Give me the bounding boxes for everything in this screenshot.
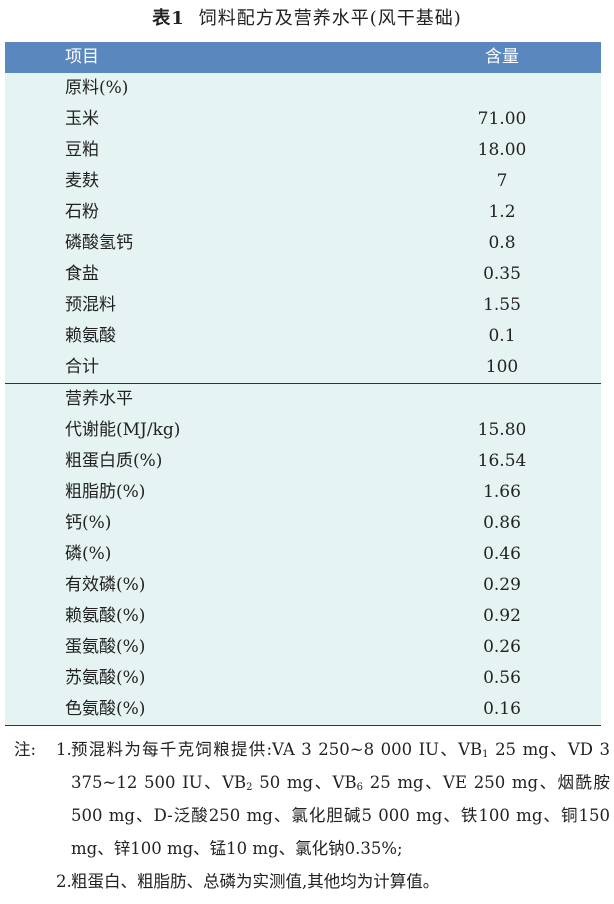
item-cell: 磷酸氢钙 <box>65 233 133 253</box>
section-title: 营养水平 <box>65 389 133 409</box>
item-cell: 代谢能(MJ/kg) <box>65 420 181 440</box>
notes-label: 注: <box>14 740 37 759</box>
value-cell: 0.26 <box>483 637 521 657</box>
title-text: 饲料配方及营养水平(风干基础) <box>198 8 462 29</box>
item-cell: 蛋氨酸(%) <box>65 637 146 657</box>
value-cell: 0.46 <box>483 544 521 564</box>
table-row: 豆粕 18.00 <box>5 135 601 166</box>
table-title: 表1 饲料配方及营养水平(风干基础) <box>0 4 614 30</box>
value-cell: 1.55 <box>483 295 521 315</box>
header-cell: 含量 <box>485 47 519 67</box>
note-subscript: 1 <box>482 749 489 760</box>
section-row: 原料(%) <box>5 73 601 104</box>
table-row: 粗蛋白质(%) 16.54 <box>5 446 601 477</box>
table-row: 粗脂肪(%) 1.66 <box>5 477 601 508</box>
item-cell: 豆粕 <box>65 140 99 160</box>
note: 2. 粗蛋白、粗脂肪、总磷为实测值,其他均为计算值。 <box>14 865 610 898</box>
note-text: 25 mg、VE 250 mg、烟酰胺500 mg、D-泛酸250 mg、氯化胆… <box>71 773 610 858</box>
value-cell: 1.66 <box>483 482 521 502</box>
note-subscript: 2 <box>246 782 253 793</box>
table-row: 苏氨酸(%) 0.56 <box>5 663 601 694</box>
value-cell: 0.56 <box>483 668 521 688</box>
value-cell: 7 <box>496 171 508 191</box>
item-cell: 石粉 <box>65 202 99 222</box>
item-cell: 有效磷(%) <box>65 575 146 595</box>
item-cell: 玉米 <box>65 109 99 129</box>
value-cell: 16.54 <box>477 451 527 471</box>
item-cell: 预混料 <box>65 295 116 315</box>
table-row: 食盐 0.35 <box>5 259 601 290</box>
value-cell: 0.35 <box>483 264 521 284</box>
item-cell: 色氨酸(%) <box>65 699 146 719</box>
note-subscript: 6 <box>356 782 363 793</box>
table-row: 钙(%) 0.86 <box>5 508 601 539</box>
header-row: 项目 含量 <box>5 42 601 73</box>
value-cell: 0.8 <box>488 233 516 253</box>
section-title: 原料(%) <box>65 78 129 98</box>
item-cell: 苏氨酸(%) <box>65 668 146 688</box>
table-row: 玉米 71.00 <box>5 104 601 135</box>
item-cell: 食盐 <box>65 264 99 284</box>
table-row: 石粉 1.2 <box>5 197 601 228</box>
note-text: 50 mg、VB <box>252 773 357 792</box>
item-cell: 赖氨酸 <box>65 326 116 346</box>
item-cell: 粗脂肪(%) <box>65 482 146 502</box>
item-cell: 赖氨酸(%) <box>65 606 146 626</box>
value-cell: 0.1 <box>488 326 516 346</box>
item-cell: 麦麸 <box>65 171 99 191</box>
value-cell: 0.16 <box>483 699 521 719</box>
value-cell: 1.2 <box>488 202 516 222</box>
section-row: 营养水平 <box>5 383 601 415</box>
item-cell: 合计 <box>65 357 99 377</box>
note: 1. 预混料为每千克饲粮提供:VA 3 250~8 000 IU、VB1 25 m… <box>14 733 610 865</box>
value-cell: 0.92 <box>483 606 521 626</box>
table-row: 磷(%) 0.46 <box>5 539 601 570</box>
table-row: 有效磷(%) 0.29 <box>5 570 601 601</box>
table-row: 赖氨酸 0.1 <box>5 321 601 352</box>
table-row: 合计 100 <box>5 352 601 383</box>
value-cell: 71.00 <box>477 109 527 129</box>
item-cell: 粗蛋白质(%) <box>65 451 163 471</box>
note-text: 预混料为每千克饲粮提供:VA 3 250~8 000 IU、VB <box>71 740 483 759</box>
value-cell: 18.00 <box>477 140 527 160</box>
table: 项目 含量原料(%) 玉米 71.00 豆粕 18.00 麦麸 7 石粉 1.2 磷酸氢钙 0.8 食盐… <box>5 42 601 726</box>
table-row: 代谢能(MJ/kg) 15.80 <box>5 415 601 446</box>
value-cell: 15.80 <box>477 420 527 440</box>
value-cell: 0.86 <box>483 513 521 533</box>
table-row: 磷酸氢钙 0.8 <box>5 228 601 259</box>
table-row: 麦麸 7 <box>5 166 601 197</box>
note-text: 粗蛋白、粗脂肪、总磷为实测值,其他均为计算值。 <box>71 872 440 891</box>
note-text: 25 mg、VD 3 375~12 500 IU、VB <box>71 740 610 792</box>
table-row: 色氨酸(%) 0.16 <box>5 694 601 725</box>
table-row: 赖氨酸(%) 0.92 <box>5 601 601 632</box>
notes: 注: 1. 预混料为每千克饲粮提供:VA 3 250~8 000 IU、VB1 25… <box>14 733 610 898</box>
note-number: 1. <box>56 740 72 759</box>
value-cell: 100 <box>485 357 519 377</box>
value-cell: 0.29 <box>483 575 521 595</box>
header-cell: 项目 <box>65 47 99 67</box>
item-cell: 磷(%) <box>65 544 112 564</box>
table-row: 预混料 1.55 <box>5 290 601 321</box>
note-number: 2. <box>56 872 72 891</box>
title-label: 表1 <box>152 8 185 29</box>
table-row: 蛋氨酸(%) 0.26 <box>5 632 601 663</box>
item-cell: 钙(%) <box>65 513 112 533</box>
